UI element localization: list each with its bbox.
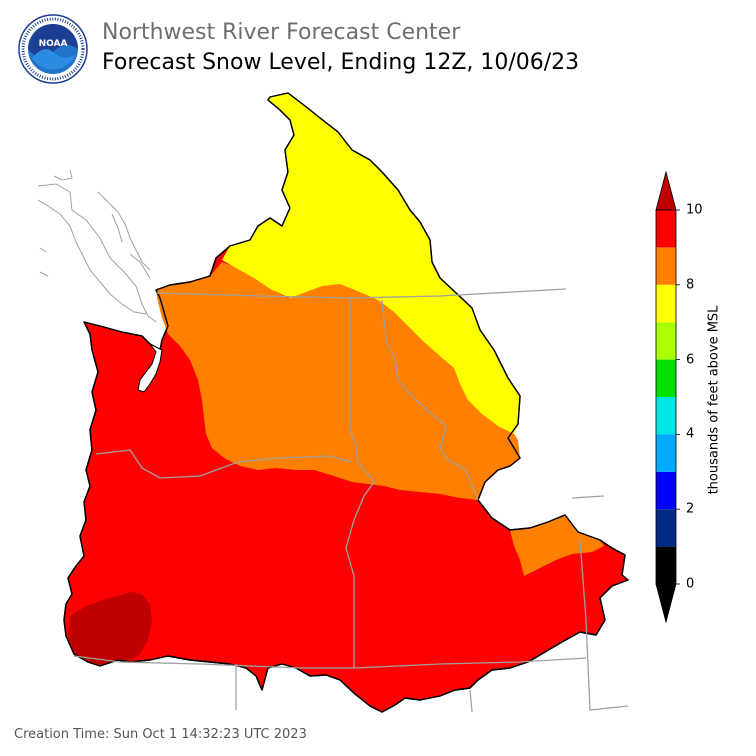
region-over-10kft [68, 592, 152, 666]
colorbar-tick-label: 0 [686, 576, 695, 592]
region-8-9kft [156, 262, 520, 500]
basin-outline [63, 92, 629, 713]
colorbar-tick-label: 10 [686, 202, 703, 218]
colorbar-frame [655, 209, 677, 585]
colorbar-bin-1 [656, 509, 676, 547]
political-boundaries [73, 288, 629, 713]
coastline-islands [37, 169, 157, 323]
colorbar-bin-0 [656, 546, 676, 584]
colorbar [655, 170, 680, 624]
region-8-9kft-southeast [510, 515, 604, 576]
colorbar-bin-2 [656, 471, 676, 510]
colorbar-bin-8 [656, 247, 676, 285]
colorbar-bin-7 [656, 284, 676, 323]
colorbar-tick-label: 2 [686, 501, 695, 517]
colorbar-bin-3 [656, 434, 676, 472]
colorbar-bin-9 [656, 210, 676, 248]
colorbar-tick-label: 6 [686, 352, 695, 368]
noaa-logo-text: NOAA [39, 39, 68, 49]
map-title: Forecast Snow Level, Ending 12Z, 10/06/2… [102, 50, 580, 75]
colorbar-axis-label: thousands of feet above MSL [706, 305, 722, 495]
colorbar-bin-6 [656, 322, 676, 360]
colorbar-tick-label: 8 [686, 277, 695, 293]
region-7-8kft [222, 93, 520, 434]
creation-time: Creation Time: Sun Oct 1 14:32:23 UTC 20… [14, 727, 307, 742]
colorbar-bin-5 [656, 359, 676, 397]
colorbar-under-arrow [655, 583, 677, 624]
puget-sound [137, 343, 163, 393]
org-title: Northwest River Forecast Center [102, 20, 461, 45]
colorbar-bin-4 [656, 397, 676, 435]
noaa-logo-icon: NOAA [18, 14, 88, 84]
colorbar-tick-label: 4 [686, 426, 695, 442]
colorbar-over-arrow [655, 170, 677, 211]
